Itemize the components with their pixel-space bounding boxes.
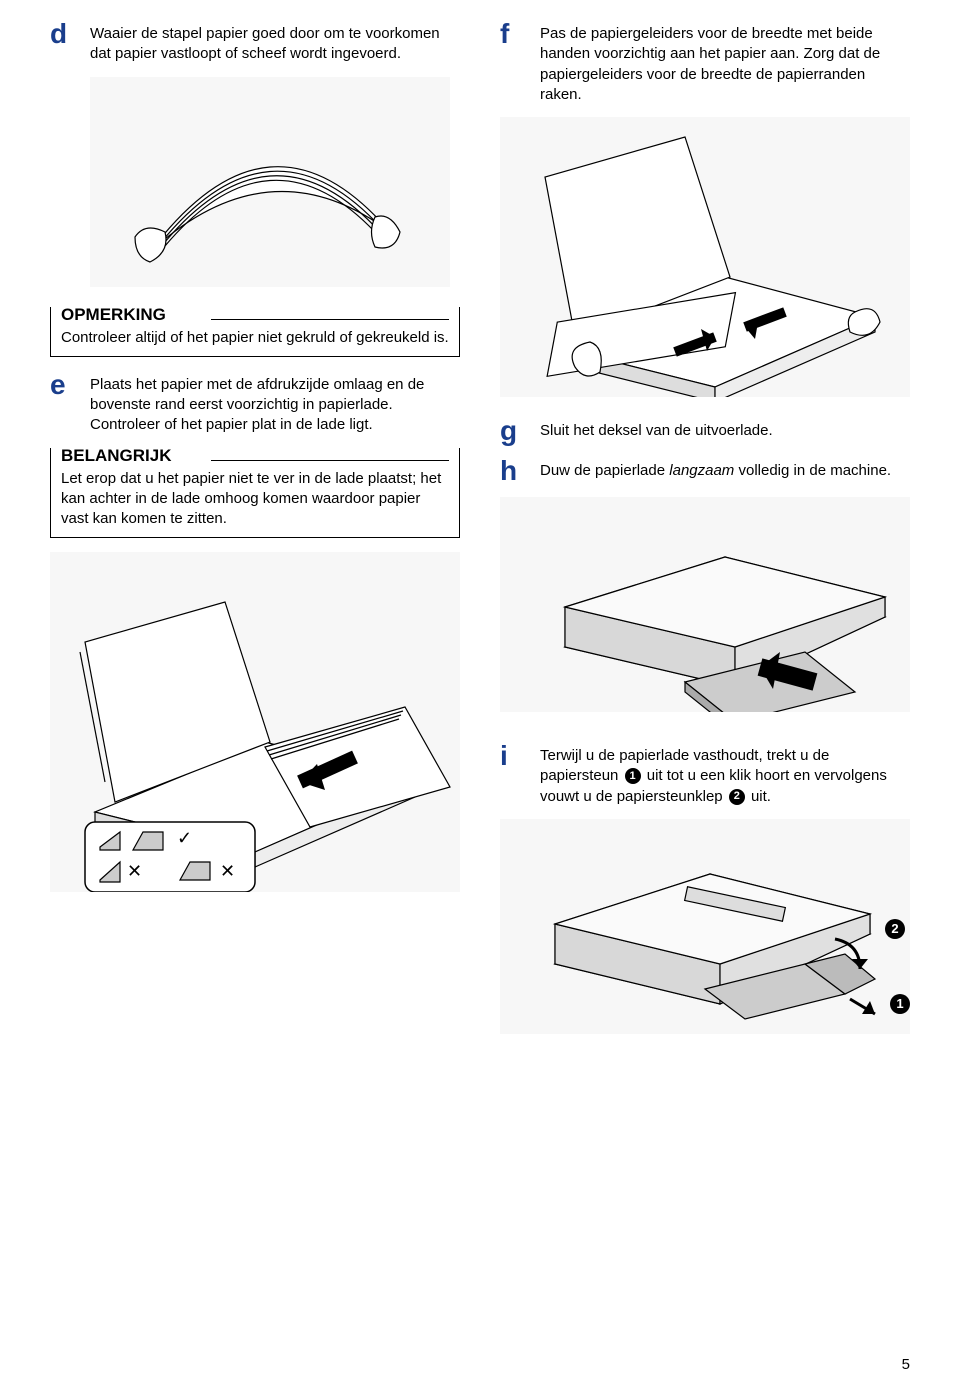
step-letter-h: h [500, 457, 522, 485]
step-i: i Terwijl u de papierlade vasthoudt, tre… [500, 742, 910, 807]
opmerking-text: Controleer altijd of het papier niet gek… [61, 328, 449, 348]
callout-2: 2 [885, 919, 905, 939]
step-e-text: Plaats het papier met de afdrukzijde oml… [90, 371, 460, 436]
right-column: f Pas de papiergeleiders voor de breedte… [500, 20, 910, 1054]
opmerking-title: OPMERKING [61, 305, 172, 325]
step-h-italic: langzaam [669, 462, 734, 479]
step-d: d Waaier de stapel papier goed door om t… [50, 20, 460, 65]
left-column: d Waaier de stapel papier goed door om t… [50, 20, 460, 1054]
illustration-fan-paper [90, 77, 450, 287]
step-g-text: Sluit het deksel van de uitvoerlade. [540, 417, 773, 441]
svg-text:✕: ✕ [220, 861, 235, 881]
step-f: f Pas de papiergeleiders voor de breedte… [500, 20, 910, 105]
illustration-push-tray-in [500, 497, 910, 712]
manual-page: d Waaier de stapel papier goed door om t… [0, 0, 960, 1387]
callout-2-inline: 2 [729, 789, 745, 805]
step-d-text: Waaier de stapel papier goed door om te … [90, 20, 460, 65]
step-h: h Duw de papierlade langzaam volledig in… [500, 457, 910, 485]
belangrijk-title: BELANGRIJK [61, 446, 178, 466]
svg-text:✕: ✕ [127, 861, 142, 881]
svg-text:✓: ✓ [177, 828, 192, 848]
step-h-post: volledig in de machine. [734, 462, 891, 479]
step-i-text: Terwijl u de papierlade vasthoudt, trekt… [540, 742, 910, 807]
step-h-text: Duw de papierlade langzaam volledig in d… [540, 457, 891, 481]
step-h-pre: Duw de papierlade [540, 462, 669, 479]
callout-1-inline: 1 [625, 768, 641, 784]
step-letter-i: i [500, 742, 522, 770]
step-letter-f: f [500, 20, 522, 48]
two-column-layout: d Waaier de stapel papier goed door om t… [50, 20, 910, 1054]
opmerking-box: OPMERKING Controleer altijd of het papie… [50, 307, 460, 357]
illustration-paper-support: 2 1 [500, 819, 910, 1034]
belangrijk-text: Let erop dat u het papier niet te ver in… [61, 469, 449, 530]
illustration-adjust-guides [500, 117, 910, 397]
step-i-t3: uit. [747, 788, 771, 805]
step-letter-e: e [50, 371, 72, 399]
step-f-text: Pas de papiergeleiders voor de breedte m… [540, 20, 910, 105]
step-g: g Sluit het deksel van de uitvoerlade. [500, 417, 910, 445]
step-letter-d: d [50, 20, 72, 48]
page-number: 5 [902, 1356, 910, 1373]
step-letter-g: g [500, 417, 522, 445]
illustration-paper-into-tray: ✓ ✕ ✕ [50, 552, 460, 892]
step-e: e Plaats het papier met de afdrukzijde o… [50, 371, 460, 436]
callout-1: 1 [890, 994, 910, 1014]
belangrijk-box: BELANGRIJK Let erop dat u het papier nie… [50, 448, 460, 539]
